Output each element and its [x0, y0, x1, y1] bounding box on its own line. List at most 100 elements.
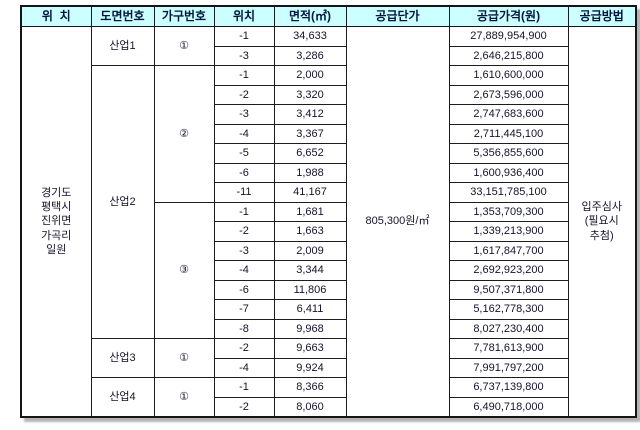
supply-price-cell: 6,737,139,800 [448, 377, 569, 398]
table-row: -8 9,968 8,027,230,400 [21, 318, 636, 339]
position-cell: -2 [213, 221, 275, 242]
supply-method-cell: 입주심사 (필요시 추첨) [567, 26, 637, 418]
table-body: 경기도 평택시 진위면 가곡리 일원 산업1 ① -1 34,633 805,300원/㎡… [20, 26, 637, 418]
supply-price-cell: 6,490,718,000 [448, 396, 569, 418]
page: { "colors": { "header_bg": "#ccffff", "b… [0, 5, 640, 430]
area-cell: 3,286 [273, 45, 347, 66]
supply-price-cell: 2,747,683,600 [448, 104, 569, 125]
supply-price-cell: 8,027,230,400 [448, 318, 569, 339]
table-row: ③ -1 1,681 1,353,709,300 [21, 201, 636, 339]
area-cell: 3,412 [273, 104, 347, 125]
header-location: 위 치 [20, 5, 92, 27]
position-cell: -6 [213, 162, 275, 183]
position-cell: -3 [213, 240, 275, 261]
supply-price-table: 위 치 도면번호 가구번호 위치 면적(㎡) 공급단가 공급가격(원) 공급방법… [20, 5, 637, 418]
position-cell: -1 [213, 377, 275, 398]
position-cell: -1 [213, 26, 275, 47]
supply-price-cell: 5,356,855,600 [448, 143, 569, 164]
header-position: 위치 [213, 5, 275, 27]
position-cell: -2 [213, 396, 275, 418]
unit-number-cell: ③ [153, 201, 215, 339]
position-cell: -4 [213, 357, 275, 378]
area-cell: 6,411 [273, 299, 347, 320]
unit-number-cell: ② [153, 65, 215, 203]
supply-price-cell: 1,617,847,700 [448, 240, 569, 261]
area-cell: 34,633 [273, 26, 347, 47]
position-cell: -7 [213, 299, 275, 320]
position-cell: -4 [213, 123, 275, 144]
position-cell: -3 [213, 45, 275, 66]
supply-price-cell: 2,692,923,200 [448, 260, 569, 281]
position-cell: -1 [213, 201, 275, 222]
area-cell: 2,000 [273, 65, 347, 86]
area-cell: 8,060 [273, 396, 347, 418]
table-row: -6 1,988 1,600,936,400 [21, 162, 636, 183]
area-cell: 1,681 [273, 201, 347, 222]
supply-price-cell: 2,646,215,800 [448, 45, 569, 66]
supply-price-cell: 2,711,445,100 [448, 123, 569, 144]
location-cell: 경기도 평택시 진위면 가곡리 일원 [20, 26, 92, 418]
area-cell: 1,988 [273, 162, 347, 183]
area-cell: 3,320 [273, 84, 347, 105]
table-row: -2 8,060 6,490,718,000 [21, 396, 636, 418]
plan-number-cell: 산업2 [90, 65, 155, 339]
header-row: 위 치 도면번호 가구번호 위치 면적(㎡) 공급단가 공급가격(원) 공급방법 [20, 5, 637, 27]
unit-price-cell: 805,300원/㎡ [345, 26, 450, 418]
unit-number-cell: ① [153, 338, 215, 378]
area-cell: 41,167 [273, 182, 347, 203]
supply-price-cell: 7,781,613,900 [448, 338, 569, 359]
position-cell: -8 [213, 318, 275, 339]
supply-price-cell: 33,151,785,100 [448, 182, 569, 203]
supply-price-cell: 9,507,371,800 [448, 279, 569, 300]
unit-number-cell: ① [153, 377, 215, 418]
table-row: 산업2 ② -1 2,000 1,610,600,000 [21, 65, 636, 339]
position-cell: -1 [213, 65, 275, 86]
table-row: -4 3,344 2,692,923,200 [21, 260, 636, 281]
unit-number-cell: ① [153, 26, 215, 66]
supply-price-cell: 1,600,936,400 [448, 162, 569, 183]
table-row: -5 6,652 5,356,855,600 [21, 143, 636, 164]
area-cell: 9,968 [273, 318, 347, 339]
position-cell: -3 [213, 104, 275, 125]
area-cell: 8,366 [273, 377, 347, 398]
plan-number-cell: 산업3 [90, 338, 155, 378]
table-row: -3 2,009 1,617,847,700 [21, 240, 636, 261]
supply-price-cell: 1,353,709,300 [448, 201, 569, 222]
header-unit-price: 공급단가 [345, 5, 450, 27]
area-cell: 3,367 [273, 123, 347, 144]
table-row: -3 3,286 2,646,215,800 [21, 45, 636, 66]
position-cell: -5 [213, 143, 275, 164]
table-row: -7 6,411 5,162,778,300 [21, 299, 636, 320]
supply-price-cell: 27,889,954,900 [448, 26, 569, 47]
supply-price-cell: 2,673,596,000 [448, 84, 569, 105]
header-unit-number: 가구번호 [153, 5, 215, 27]
plan-number-cell: 산업1 [90, 26, 155, 66]
area-cell: 3,344 [273, 260, 347, 281]
header-supply-price: 공급가격(원) [448, 5, 569, 27]
position-cell: -6 [213, 279, 275, 300]
header-area: 면적(㎡) [273, 5, 347, 27]
area-cell: 11,806 [273, 279, 347, 300]
position-cell: -2 [213, 338, 275, 359]
position-cell: -4 [213, 260, 275, 281]
supply-price-cell: 7,991,797,200 [448, 357, 569, 378]
table-row: 산업3 ① -2 9,663 7,781,613,900 [21, 338, 636, 378]
position-cell: -11 [213, 182, 275, 203]
table-row: 경기도 평택시 진위면 가곡리 일원 산업1 ① -1 34,633 805,300원/㎡… [20, 26, 637, 418]
header-supply-method: 공급방법 [567, 5, 637, 27]
table-row: -2 1,663 1,339,213,900 [21, 221, 636, 242]
area-cell: 1,663 [273, 221, 347, 242]
plan-number-cell: 산업4 [90, 377, 155, 418]
table-row: 산업4 ① -1 8,366 6,737,139,800 [21, 377, 636, 418]
position-cell: -2 [213, 84, 275, 105]
header-plan-number: 도면번호 [90, 5, 155, 27]
table-row: -6 11,806 9,507,371,800 [21, 279, 636, 300]
area-cell: 6,652 [273, 143, 347, 164]
area-cell: 9,663 [273, 338, 347, 359]
supply-price-cell: 1,610,600,000 [448, 65, 569, 86]
supply-price-cell: 5,162,778,300 [448, 299, 569, 320]
supply-price-cell: 1,339,213,900 [448, 221, 569, 242]
area-cell: 2,009 [273, 240, 347, 261]
table-row: -11 41,167 33,151,785,100 [21, 182, 636, 203]
area-cell: 9,924 [273, 357, 347, 378]
